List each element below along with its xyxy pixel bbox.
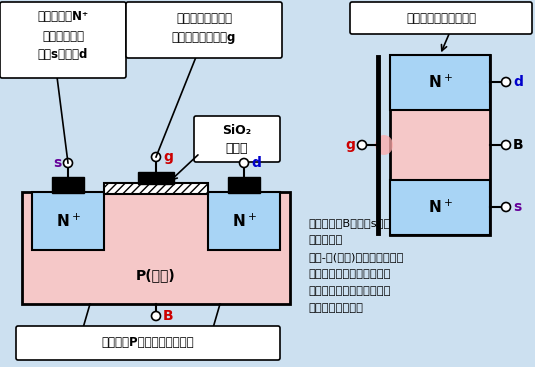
Circle shape (151, 312, 160, 320)
Text: g: g (163, 150, 173, 164)
Text: N$^+$: N$^+$ (56, 212, 80, 230)
Bar (390, 55, 490, 235)
Text: B: B (163, 309, 174, 323)
Ellipse shape (375, 135, 393, 155)
Bar (32, 192, 104, 250)
Text: 通常将衬底B与源极s接在: 通常将衬底B与源极s接在 (308, 218, 391, 228)
Text: 两个高掺杂N⁺: 两个高掺杂N⁺ (37, 11, 89, 23)
Bar (52, 177, 84, 193)
Text: 绝缘层: 绝缘层 (226, 142, 248, 155)
Circle shape (64, 159, 73, 167)
Text: 源极s和漏极d: 源极s和漏极d (38, 48, 88, 62)
Text: 区，分别引出: 区，分别引出 (42, 29, 84, 43)
Circle shape (240, 159, 248, 167)
Text: d: d (513, 75, 523, 89)
Text: SiO₂: SiO₂ (223, 124, 251, 138)
Bar (138, 172, 174, 184)
Text: 低掺杂的P型半导体作为衬底: 低掺杂的P型半导体作为衬底 (102, 337, 194, 349)
Circle shape (501, 77, 510, 87)
Circle shape (357, 141, 366, 149)
Text: 当栅-源(衬底)间电压变化时，: 当栅-源(衬底)间电压变化时， (308, 252, 403, 262)
FancyBboxPatch shape (194, 116, 280, 162)
FancyBboxPatch shape (350, 2, 532, 34)
Text: B: B (513, 138, 524, 152)
FancyBboxPatch shape (0, 2, 126, 78)
Bar (104, 183, 208, 194)
Text: s: s (513, 200, 521, 214)
Text: 金属铝，引出栅极g: 金属铝，引出栅极g (172, 30, 236, 44)
Text: d: d (251, 156, 261, 170)
Text: 漏极电流的大小。: 漏极电流的大小。 (308, 303, 363, 313)
Circle shape (501, 141, 510, 149)
Bar (208, 192, 280, 250)
Text: N$^+$: N$^+$ (427, 73, 453, 91)
Text: N$^+$: N$^+$ (232, 212, 256, 230)
Text: 将改变衬底靠近绝缘层附处: 将改变衬底靠近绝缘层附处 (308, 269, 391, 279)
Text: N$^+$: N$^+$ (427, 198, 453, 216)
Text: g: g (345, 138, 355, 152)
Bar (228, 177, 260, 193)
Bar (390, 55, 490, 110)
Text: s: s (53, 156, 61, 170)
Text: P(衬底): P(衬底) (136, 268, 176, 282)
FancyBboxPatch shape (126, 2, 282, 58)
FancyBboxPatch shape (16, 326, 280, 360)
Circle shape (501, 203, 510, 211)
Text: 绝缘层上制作一层: 绝缘层上制作一层 (176, 11, 232, 25)
Circle shape (151, 153, 160, 161)
Bar (22, 192, 290, 304)
Bar (390, 180, 490, 235)
Text: 一起使用。: 一起使用。 (308, 235, 342, 245)
Text: 栅极和衬底间形成电容: 栅极和衬底间形成电容 (406, 11, 476, 25)
Text: 感应电荷的多少，从而控制: 感应电荷的多少，从而控制 (308, 286, 391, 296)
